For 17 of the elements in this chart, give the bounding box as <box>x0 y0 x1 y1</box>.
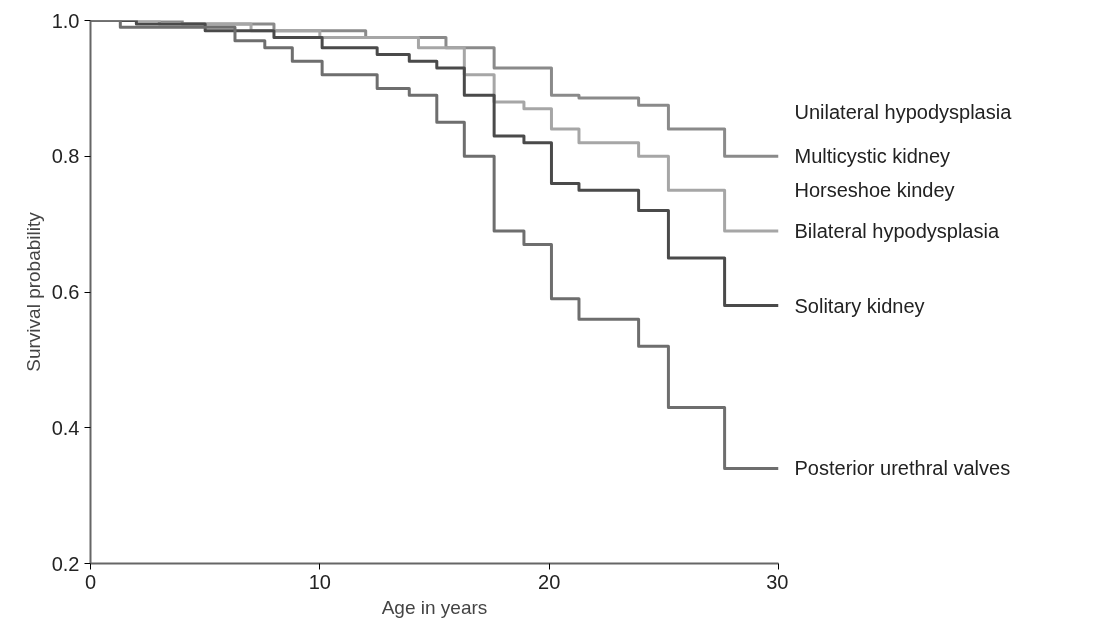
series-label: Bilateral hypodysplasia <box>794 219 1000 242</box>
series-label: Unilateral hypodysplasia <box>794 101 1013 124</box>
y-axis-title: Survival probability <box>22 211 44 372</box>
text: Multicystic kidney <box>794 145 951 168</box>
x-tick-label: 10 <box>308 570 331 593</box>
y-tick-label: 1.0 <box>51 9 80 32</box>
text: Horseshoe kindey <box>794 179 955 202</box>
x-axis-title: Age in years <box>381 596 488 618</box>
series-label: Posterior urethral valves <box>794 457 1011 480</box>
x-tick-label: 20 <box>538 570 561 593</box>
series-label: Solitary kidney <box>794 294 925 317</box>
x-tick-label: 30 <box>766 570 789 593</box>
y-tick-label: 0.8 <box>51 145 80 168</box>
y-tick-label: 0.6 <box>51 281 80 303</box>
x-tick-label: 0 <box>84 570 97 593</box>
y-tick-label: 0.2 <box>51 552 80 575</box>
y-tick-label: 0.4 <box>51 416 80 439</box>
